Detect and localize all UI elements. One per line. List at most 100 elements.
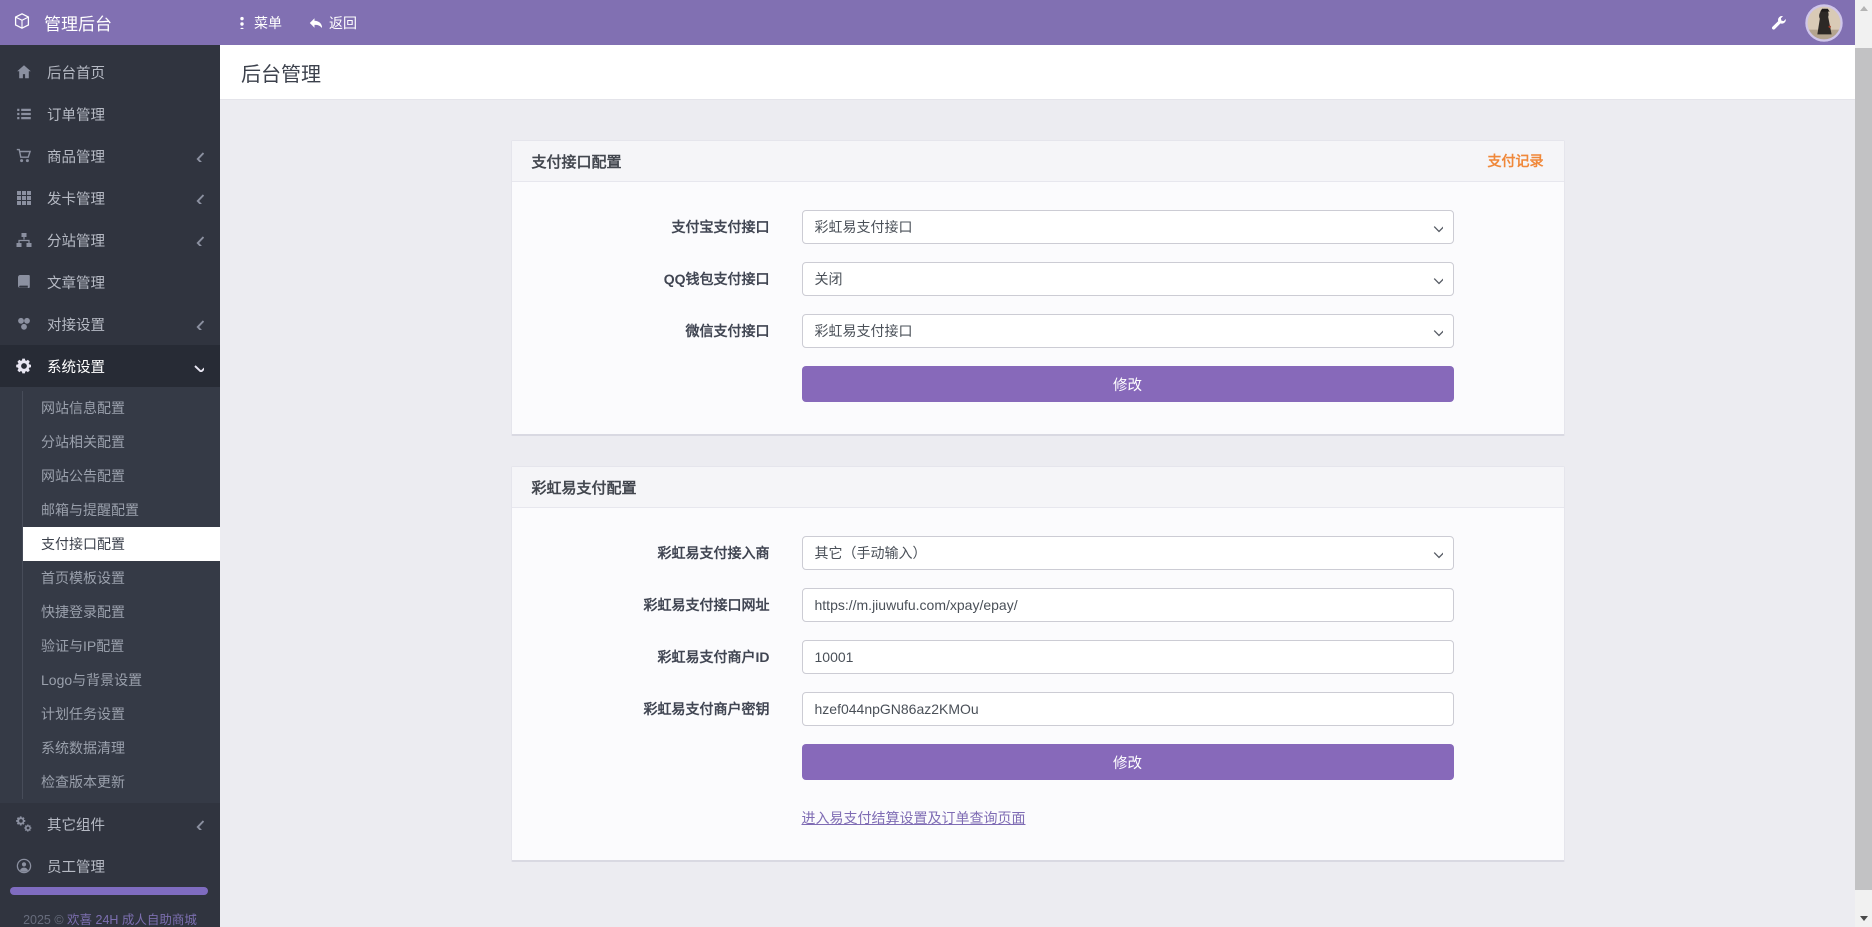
chevron-down-icon	[193, 361, 204, 372]
scroll-up-button[interactable]	[1855, 0, 1872, 17]
sidebar-item-label: 发卡管理	[47, 191, 105, 208]
form-row: 彩虹易支付接口网址	[512, 588, 1454, 622]
sidebar-item-cards[interactable]: 发卡管理	[0, 177, 220, 219]
sidebar-item-staff[interactable]: 员工管理	[0, 845, 220, 887]
ellipsis-vertical-icon	[234, 16, 247, 29]
cube-logo-icon	[14, 13, 33, 32]
menu-toggle-label: 菜单	[254, 14, 282, 31]
submenu-item-payment-interface[interactable]: 支付接口配置	[23, 527, 220, 561]
gear-icon	[16, 358, 32, 374]
sidebar-item-dashboard[interactable]: 后台首页	[0, 51, 220, 93]
back-arrow-icon	[308, 16, 322, 30]
form-row: 微信支付接口 彩虹易支付接口	[512, 314, 1454, 348]
chevron-left-icon	[193, 235, 204, 246]
form-row: 修改	[512, 744, 1454, 780]
page-scrollbar[interactable]	[1855, 0, 1872, 927]
form-row: 彩虹易支付接入商 其它（手动输入）	[512, 536, 1454, 570]
epay-merchant-id-input[interactable]	[801, 640, 1454, 674]
epay-url-input[interactable]	[801, 588, 1454, 622]
scrollbar-thumb[interactable]	[1855, 48, 1872, 890]
main-area: 后台管理 支付接口配置 支付记录 支付宝支付接口	[220, 45, 1855, 927]
scroll-down-button[interactable]	[1855, 910, 1872, 927]
sidebar-item-label: 其它组件	[47, 817, 105, 834]
epay-provider-select[interactable]: 其它（手动输入）	[801, 536, 1454, 570]
sidebar-item-products[interactable]: 商品管理	[0, 135, 220, 177]
copyright: 2025 © 欢喜 24H 成人自助商城	[0, 909, 220, 927]
menu-toggle-button[interactable]: 菜单	[234, 13, 282, 33]
epay-url-label: 彩虹易支付接口网址	[643, 597, 770, 613]
book-icon	[16, 274, 32, 290]
submenu-item-site-info[interactable]: 网站信息配置	[41, 400, 125, 416]
sidebar-item-integrations[interactable]: 对接设置	[0, 303, 220, 345]
submenu-item-version-update[interactable]: 检查版本更新	[41, 774, 125, 790]
submenu-item-data-cleanup[interactable]: 系统数据清理	[41, 740, 125, 756]
qq-wallet-interface-label: QQ钱包支付接口	[663, 271, 770, 287]
sidebar: 后台首页 订单管理 商品管理 发卡管理	[0, 45, 220, 927]
sidebar-item-articles[interactable]: 文章管理	[0, 261, 220, 303]
sidebar-item-label: 订单管理	[47, 107, 105, 124]
epay-provider-label: 彩虹易支付接入商	[657, 545, 770, 561]
form-row: 彩虹易支付商户ID	[512, 640, 1454, 674]
epay-settlement-link[interactable]: 进入易支付结算设置及订单查询页面	[801, 810, 1026, 826]
chevron-left-icon	[193, 193, 204, 204]
chevron-left-icon	[193, 151, 204, 162]
epay-merchant-key-input[interactable]	[801, 692, 1454, 726]
wrench-icon[interactable]	[1771, 15, 1787, 31]
submenu-item-logo-background[interactable]: Logo与背景设置	[41, 672, 143, 688]
submenu-item-verification-ip[interactable]: 验证与IP配置	[41, 638, 125, 654]
form-row: 彩虹易支付商户密钥	[512, 692, 1454, 726]
nodes-icon	[16, 316, 32, 332]
submenu-item-substation-config[interactable]: 分站相关配置	[41, 434, 125, 450]
scroll-down-arrow-icon	[1859, 916, 1868, 921]
qq-wallet-interface-select[interactable]: 关闭	[801, 262, 1454, 296]
avatar[interactable]	[1805, 3, 1843, 42]
modify-button[interactable]: 修改	[801, 366, 1454, 402]
sidebar-item-orders[interactable]: 订单管理	[0, 93, 220, 135]
panel-title: 支付接口配置	[531, 153, 622, 171]
copyright-year: 2025 ©	[23, 913, 64, 927]
app-title: 管理后台	[44, 15, 112, 34]
panel-rainbow-epay-config: 彩虹易支付配置 彩虹易支付接入商 其它（手动输入）	[510, 466, 1565, 862]
sidebar-scrollbar-thumb[interactable]	[10, 887, 208, 895]
form-row: 支付宝支付接口 彩虹易支付接口	[512, 210, 1454, 244]
user-circle-icon	[16, 858, 32, 874]
sidebar-item-label: 分站管理	[47, 233, 105, 250]
chevron-left-icon	[193, 819, 204, 830]
chevron-left-icon	[193, 319, 204, 330]
epay-merchant-id-label: 彩虹易支付商户ID	[657, 649, 770, 665]
sidebar-item-system-settings[interactable]: 系统设置	[0, 345, 220, 387]
form-row: 进入易支付结算设置及订单查询页面	[512, 808, 1454, 828]
submenu-item-scheduled-tasks[interactable]: 计划任务设置	[41, 706, 125, 722]
payment-records-link[interactable]: 支付记录	[1487, 153, 1544, 169]
page-title: 后台管理	[241, 63, 321, 86]
sidebar-item-label: 对接设置	[47, 317, 105, 334]
app-brand: 管理后台	[0, 10, 220, 35]
page-header: 后台管理	[220, 45, 1855, 100]
submenu-item-quick-login[interactable]: 快捷登录配置	[41, 604, 125, 620]
form-row: 修改	[512, 366, 1454, 402]
cart-icon	[16, 148, 32, 164]
submenu-item-announcement[interactable]: 网站公告配置	[41, 468, 125, 484]
wechat-interface-label: 微信支付接口	[685, 323, 770, 339]
home-icon	[16, 64, 32, 80]
back-button[interactable]: 返回	[308, 13, 357, 33]
gears-icon	[16, 816, 32, 832]
sidebar-item-label: 员工管理	[47, 859, 105, 876]
sidebar-item-other-components[interactable]: 其它组件	[0, 803, 220, 845]
submenu-item-home-template[interactable]: 首页模板设置	[41, 570, 125, 586]
scroll-up-arrow-icon	[1859, 6, 1868, 11]
alipay-interface-select[interactable]: 彩虹易支付接口	[801, 210, 1454, 244]
alipay-interface-label: 支付宝支付接口	[671, 219, 770, 235]
sidebar-item-label: 系统设置	[47, 359, 105, 376]
wechat-interface-select[interactable]: 彩虹易支付接口	[801, 314, 1454, 348]
sidebar-item-substations[interactable]: 分站管理	[0, 219, 220, 261]
grid-icon	[16, 190, 32, 206]
copyright-site-link[interactable]: 欢喜 24H 成人自助商城	[67, 913, 197, 927]
epay-merchant-key-label: 彩虹易支付商户密钥	[643, 701, 770, 717]
modify-button[interactable]: 修改	[801, 744, 1454, 780]
back-button-label: 返回	[329, 14, 357, 31]
content-area: 支付接口配置 支付记录 支付宝支付接口 彩虹易支付接口	[220, 100, 1855, 927]
submenu-item-email-reminder[interactable]: 邮箱与提醒配置	[41, 502, 139, 518]
sidebar-item-label: 文章管理	[47, 275, 105, 292]
